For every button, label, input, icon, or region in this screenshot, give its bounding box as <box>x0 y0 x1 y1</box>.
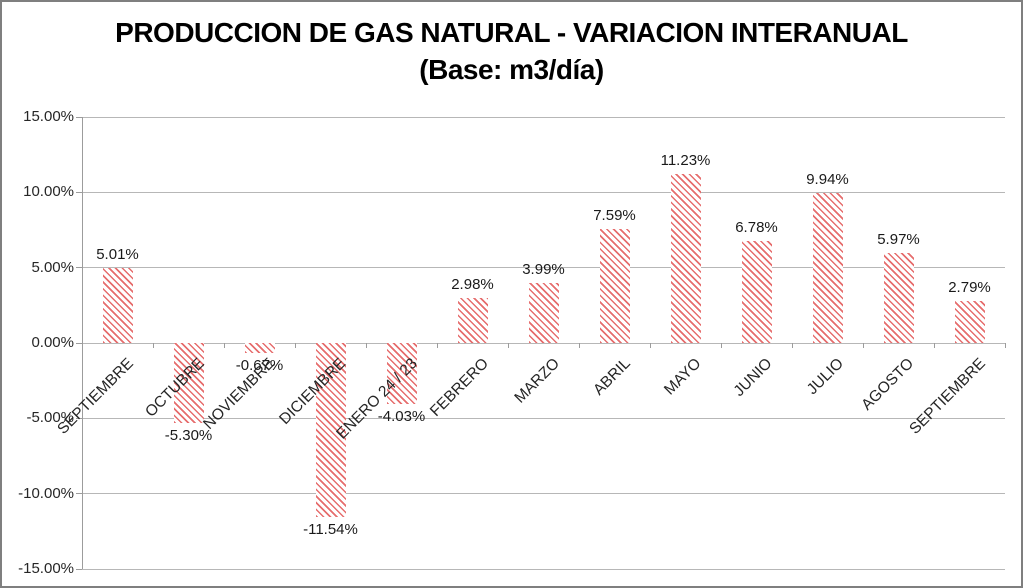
bar <box>883 253 914 343</box>
y-axis-tick-label: 5.00% <box>31 258 74 276</box>
y-axis-tick <box>76 493 82 495</box>
x-axis-tick <box>1005 343 1006 348</box>
bar-value-label: 3.99% <box>522 260 565 278</box>
bar-value-label: 2.98% <box>451 276 494 294</box>
x-axis-tick <box>508 343 509 348</box>
y-axis-tick-label: -10.00% <box>18 484 74 502</box>
x-axis-tick <box>863 343 864 348</box>
bar <box>528 282 559 343</box>
y-axis-tick-label: 0.00% <box>31 334 74 351</box>
x-axis-category-label: SEPTIEMBRE <box>53 355 137 438</box>
x-axis-tick <box>153 343 154 348</box>
bar-value-label: 5.97% <box>877 231 920 249</box>
gridline <box>82 568 1005 570</box>
y-axis-tick-label: -5.00% <box>26 409 74 427</box>
chart-subtitle: (Base: m3/día) <box>419 54 604 85</box>
bar-value-label: 5.01% <box>96 245 139 263</box>
bar-value-label: 11.23% <box>660 151 711 169</box>
bar <box>812 193 843 343</box>
y-axis-tick-label: -15.00% <box>18 560 74 577</box>
chart-title-block: PRODUCCION DE GAS NATURAL - VARIACION IN… <box>2 14 1021 88</box>
y-axis-tick-label: 15.00% <box>23 108 74 125</box>
bar <box>741 240 772 343</box>
y-axis-tick <box>76 417 82 419</box>
bar-value-label: 6.78% <box>735 218 778 236</box>
x-axis-category-label: JULIO <box>803 355 847 399</box>
x-axis-category-label: JUNIO <box>730 355 776 400</box>
bar <box>244 343 275 354</box>
x-axis-tick <box>366 343 367 348</box>
bar-value-label: -0.67% <box>235 357 284 375</box>
x-axis-category-label: FEBRERO <box>426 355 492 421</box>
x-axis-tick <box>579 343 580 348</box>
x-axis-tick <box>295 343 296 348</box>
gridline <box>82 191 1005 193</box>
x-axis-tick <box>82 343 83 348</box>
y-axis-tick <box>76 267 82 269</box>
bar-value-label: -5.30% <box>164 426 213 444</box>
chart-title: PRODUCCION DE GAS NATURAL - VARIACION IN… <box>115 17 908 48</box>
x-axis-tick <box>934 343 935 348</box>
bar <box>102 267 133 343</box>
x-axis-category-label: AGOSTO <box>858 355 918 414</box>
gridline <box>82 493 1005 495</box>
bar <box>954 300 985 343</box>
x-axis-tick <box>224 343 225 348</box>
x-axis-category-label: MAYO <box>661 355 705 399</box>
x-axis-tick <box>792 343 793 348</box>
x-axis-tick <box>721 343 722 348</box>
y-axis-tick <box>76 116 82 118</box>
y-axis-tick <box>76 191 82 193</box>
bar <box>670 173 701 343</box>
bar <box>457 298 488 343</box>
x-axis-tick <box>650 343 651 348</box>
bar <box>315 343 346 517</box>
y-axis-tick-label: 10.00% <box>23 183 74 201</box>
y-axis-tick <box>76 568 82 570</box>
gridline <box>82 116 1005 118</box>
bar <box>173 343 204 423</box>
x-axis-category-label: SEPTIEMBRE <box>905 355 989 438</box>
bar-value-label: 7.59% <box>593 206 636 224</box>
gridline <box>82 267 1005 269</box>
bar <box>386 343 417 404</box>
gridline <box>82 417 1005 419</box>
gridline <box>82 342 1005 344</box>
bar-value-label: 9.94% <box>806 171 849 189</box>
bar-value-label: -4.03% <box>377 407 426 425</box>
bar-value-label: 2.79% <box>948 278 991 296</box>
bar-value-label: -11.54% <box>303 520 358 538</box>
x-axis-tick <box>437 343 438 348</box>
y-axis-tick <box>76 342 82 344</box>
x-axis-category-label: MARZO <box>510 355 563 407</box>
bar <box>599 228 630 343</box>
x-axis-category-label: ABRIL <box>589 355 634 399</box>
